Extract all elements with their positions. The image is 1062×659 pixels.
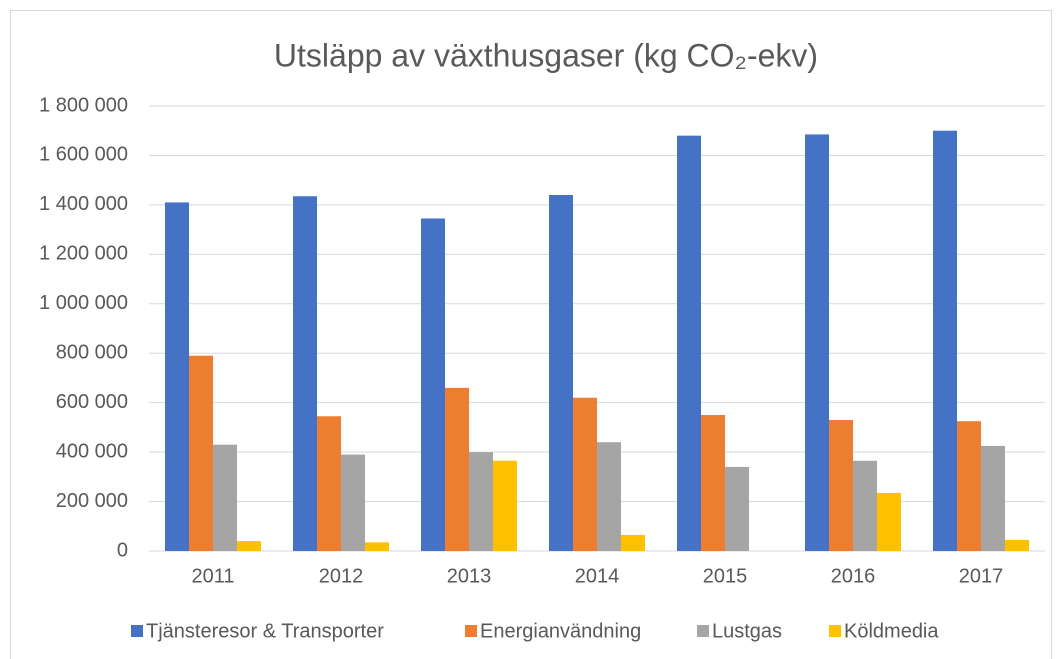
bar bbox=[957, 421, 981, 551]
bar bbox=[853, 460, 877, 551]
x-tick-label: 2014 bbox=[575, 565, 620, 587]
bar bbox=[469, 452, 493, 551]
bar bbox=[725, 466, 749, 551]
bar bbox=[933, 130, 957, 551]
y-tick-label: 0 bbox=[117, 539, 128, 561]
bar bbox=[573, 397, 597, 551]
bar bbox=[981, 445, 1005, 551]
bar bbox=[493, 460, 517, 551]
bar bbox=[365, 542, 389, 551]
legend-swatch bbox=[829, 625, 841, 637]
bar bbox=[829, 419, 853, 551]
y-tick-label: 1 000 000 bbox=[39, 292, 128, 314]
x-tick-label: 2015 bbox=[703, 565, 748, 587]
y-tick-label: 400 000 bbox=[56, 440, 128, 462]
x-tick-label: 2011 bbox=[191, 565, 234, 587]
bar bbox=[213, 444, 237, 551]
bar bbox=[701, 415, 725, 551]
y-tick-label: 600 000 bbox=[56, 391, 128, 413]
legend-label: Energianvändning bbox=[480, 620, 641, 642]
x-tick-label: 2017 bbox=[959, 565, 1004, 587]
bar bbox=[877, 492, 901, 551]
bar bbox=[597, 442, 621, 551]
legend-label: Lustgas bbox=[712, 620, 782, 642]
legend-swatch bbox=[465, 625, 477, 637]
bar bbox=[165, 202, 189, 551]
legend-label: Tjänsteresor & Transporter bbox=[146, 620, 384, 642]
chart-title: Utsläpp av växthusgaser (kg CO₂-ekv) bbox=[274, 37, 818, 73]
bar bbox=[805, 134, 829, 552]
y-tick-label: 800 000 bbox=[56, 342, 128, 364]
bar bbox=[549, 195, 573, 551]
bar bbox=[237, 541, 261, 551]
x-tick-label: 2012 bbox=[319, 565, 364, 587]
bar bbox=[341, 454, 365, 551]
y-tick-label: 1 200 000 bbox=[39, 243, 128, 265]
y-tick-label: 1 600 000 bbox=[39, 144, 128, 166]
bar bbox=[1005, 539, 1029, 551]
bar bbox=[677, 135, 701, 551]
y-tick-label: 200 000 bbox=[56, 490, 128, 512]
bar bbox=[421, 218, 445, 551]
bar bbox=[293, 196, 317, 551]
x-tick-label: 2013 bbox=[447, 565, 492, 587]
legend-swatch bbox=[697, 625, 709, 637]
y-tick-label: 1 400 000 bbox=[39, 193, 128, 215]
bar bbox=[317, 416, 341, 551]
x-tick-label: 2016 bbox=[831, 565, 876, 587]
bar bbox=[189, 355, 213, 551]
y-tick-label: 1 800 000 bbox=[39, 94, 128, 116]
bar bbox=[621, 534, 645, 551]
bar bbox=[445, 387, 469, 551]
legend-label: Köldmedia bbox=[844, 620, 939, 642]
legend-swatch bbox=[131, 625, 143, 637]
